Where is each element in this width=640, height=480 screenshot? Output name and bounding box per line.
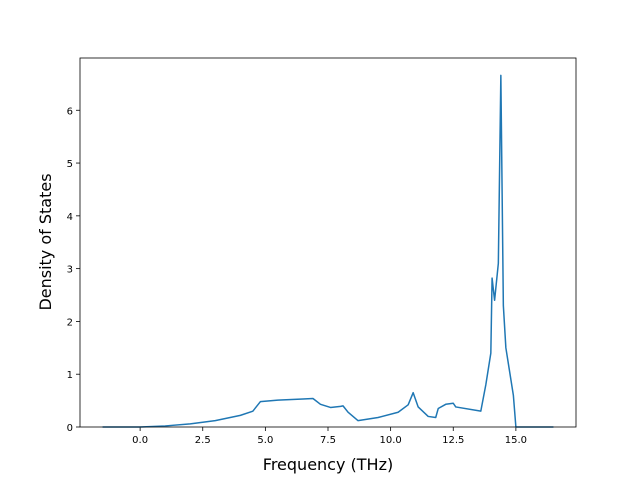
y-tick-label: 3 (67, 265, 73, 276)
y-tick-label: 4 (67, 212, 73, 223)
x-tick-label: 5.0 (257, 435, 273, 446)
y-tick-label: 2 (67, 317, 73, 328)
x-tick-label: 12.5 (442, 435, 464, 446)
x-tick-label: 15.0 (505, 435, 527, 446)
line-series (102, 74, 554, 428)
y-tick-label: 6 (67, 106, 73, 117)
y-tick-label: 5 (67, 159, 73, 170)
x-tick-label: 0.0 (132, 435, 148, 446)
y-axis-label: Density of States (36, 173, 55, 310)
x-tick-label: 2.5 (195, 435, 211, 446)
x-tick-label: 7.5 (320, 435, 336, 446)
x-tick-label: 10.0 (379, 435, 401, 446)
y-tick-label: 0 (67, 423, 73, 434)
x-axis-label: Frequency (THz) (263, 455, 393, 474)
y-tick-label: 1 (67, 370, 73, 381)
plot-frame (79, 57, 577, 428)
